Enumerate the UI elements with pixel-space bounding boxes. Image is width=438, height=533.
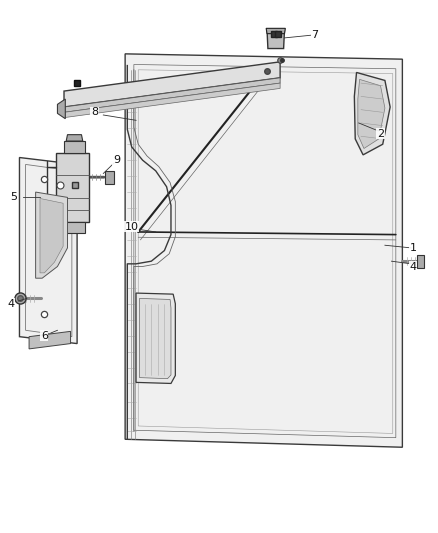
Text: 4: 4 [410,262,417,271]
Polygon shape [66,135,83,141]
Polygon shape [266,28,286,34]
Polygon shape [64,78,280,112]
Polygon shape [35,192,67,278]
Polygon shape [64,83,280,118]
Polygon shape [56,154,89,222]
Text: 5: 5 [10,192,17,203]
Polygon shape [267,30,285,49]
Polygon shape [57,99,65,119]
Text: 2: 2 [377,128,384,139]
Polygon shape [64,62,280,107]
Text: 1: 1 [410,243,417,253]
Text: 9: 9 [113,155,120,165]
Polygon shape [358,79,385,149]
Polygon shape [64,141,85,154]
Polygon shape [417,255,424,268]
Polygon shape [140,298,171,378]
Polygon shape [136,293,175,383]
Text: 10: 10 [125,222,139,232]
Text: 8: 8 [91,107,98,117]
Polygon shape [64,222,85,233]
Text: 7: 7 [311,30,318,41]
Polygon shape [354,72,390,155]
Polygon shape [19,158,77,344]
Polygon shape [40,198,63,273]
Polygon shape [125,54,403,447]
Polygon shape [106,171,114,183]
Text: 4: 4 [7,298,15,309]
Text: 6: 6 [41,330,48,341]
Polygon shape [29,332,71,349]
